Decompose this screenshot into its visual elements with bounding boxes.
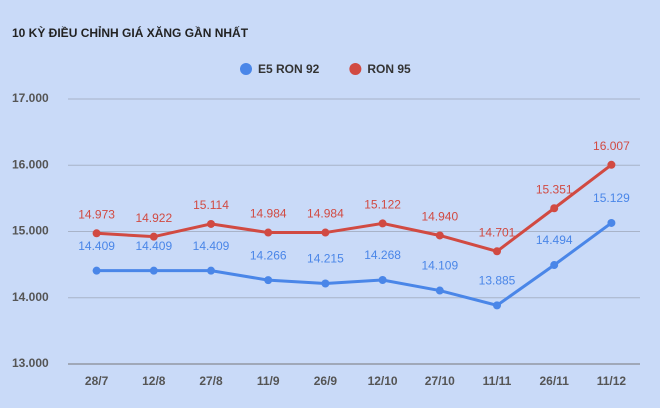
data-label: 14.409 bbox=[78, 239, 115, 253]
data-label: 14.109 bbox=[421, 259, 458, 273]
x-tick-label: 11/12 bbox=[597, 374, 627, 388]
data-label: 15.114 bbox=[193, 198, 229, 212]
point bbox=[378, 275, 387, 284]
data-label: 15.129 bbox=[593, 191, 630, 205]
y-tick-label: 14.000 bbox=[12, 290, 49, 304]
point bbox=[435, 231, 444, 240]
point bbox=[607, 218, 616, 227]
point bbox=[207, 219, 215, 228]
x-tick-label: 27/8 bbox=[199, 374, 223, 388]
data-label: 14.922 bbox=[135, 211, 172, 225]
data-label: 14.409 bbox=[135, 239, 172, 253]
data-label: 14.268 bbox=[364, 248, 401, 262]
point bbox=[149, 266, 158, 275]
point bbox=[264, 276, 273, 285]
point bbox=[321, 228, 330, 237]
data-label: 14.266 bbox=[250, 248, 287, 262]
point bbox=[550, 261, 559, 270]
data-label: 16.007 bbox=[593, 139, 630, 153]
data-label: 14.215 bbox=[307, 252, 344, 266]
data-label: 14.973 bbox=[78, 207, 115, 221]
point bbox=[378, 219, 387, 228]
y-tick-label: 15.000 bbox=[12, 224, 49, 238]
line bbox=[96, 221, 613, 307]
data-label: 15.122 bbox=[364, 198, 401, 212]
point bbox=[607, 160, 616, 169]
y-tick-label: 17.000 bbox=[12, 91, 49, 105]
point bbox=[149, 232, 158, 241]
x-tick-label: 28/7 bbox=[85, 374, 109, 388]
point bbox=[435, 286, 444, 295]
data-label: 14.984 bbox=[250, 207, 287, 221]
x-tick-label: 27/10 bbox=[425, 374, 455, 388]
y-tick-label: 13.000 bbox=[12, 356, 49, 370]
point bbox=[92, 229, 101, 238]
legend-label: RON 95 bbox=[367, 62, 411, 76]
point bbox=[207, 266, 215, 275]
data-label: 14.984 bbox=[307, 207, 344, 221]
data-label: 14.409 bbox=[193, 239, 230, 253]
point bbox=[493, 301, 501, 310]
data-label: 14.940 bbox=[421, 210, 458, 224]
x-tick-label: 11/11 bbox=[483, 374, 512, 388]
legend-marker bbox=[349, 63, 362, 75]
x-tick-label: 26/11 bbox=[540, 374, 570, 388]
y-tick-label: 16.000 bbox=[12, 157, 49, 171]
point bbox=[493, 247, 501, 256]
x-tick-label: 26/9 bbox=[314, 374, 338, 388]
chart-title: 10 KỲ ĐIỀU CHỈNH GIÁ XĂNG GẦN NHẤT bbox=[12, 25, 249, 40]
x-tick-label: 11/9 bbox=[257, 374, 280, 388]
point bbox=[321, 279, 330, 288]
x-tick-label: 12/8 bbox=[142, 374, 166, 388]
data-label: 14.701 bbox=[479, 225, 516, 239]
data-label: 13.885 bbox=[479, 274, 516, 288]
legend-label: E5 RON 92 bbox=[258, 62, 320, 76]
data-label: 15.351 bbox=[536, 182, 573, 196]
point bbox=[264, 228, 273, 237]
x-tick-label: 12/10 bbox=[368, 374, 398, 388]
line bbox=[96, 163, 613, 253]
point bbox=[550, 204, 559, 213]
legend-marker bbox=[240, 63, 252, 75]
point bbox=[92, 266, 101, 275]
data-label: 14.494 bbox=[536, 233, 573, 247]
